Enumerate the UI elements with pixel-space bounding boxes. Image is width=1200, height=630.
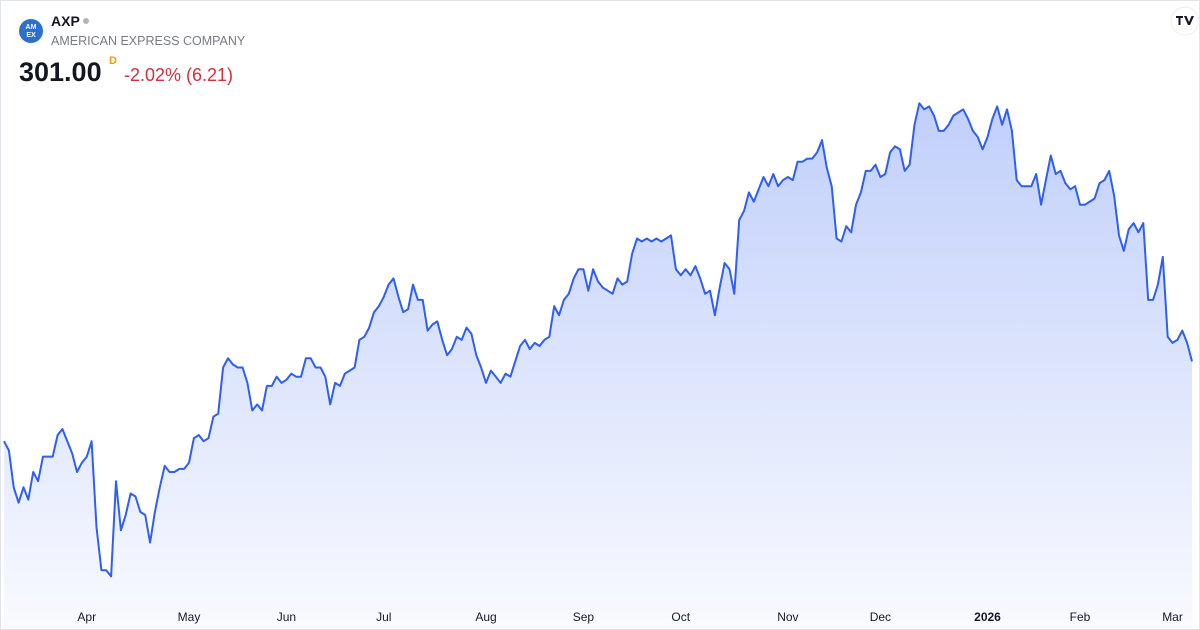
status-dot [83,18,89,24]
company-name: AMERICAN EXPRESS COMPANY [51,34,246,48]
logo: AM EX [19,19,43,43]
tradingview-button[interactable] [1170,6,1199,36]
interval: D [109,55,117,67]
price-change: -2.02% (6.21) [124,65,234,85]
symbol: AXP [51,13,80,29]
logo-text: AM [26,24,37,31]
price-line [3,102,1193,578]
price: 301.00 [19,57,102,87]
tv-icon[interactable] [1176,16,1194,25]
area-fill [4,103,1192,629]
button-bg[interactable] [1170,6,1199,36]
logo-text: EX [26,32,36,39]
logo-circle [19,19,43,43]
